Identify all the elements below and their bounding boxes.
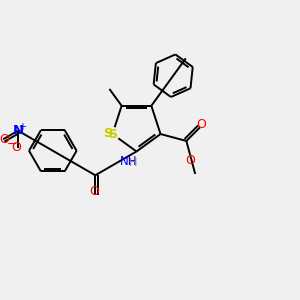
Text: N: N (13, 124, 24, 137)
Text: S: S (108, 128, 117, 140)
Text: O: O (12, 141, 22, 154)
Text: O: O (0, 133, 10, 146)
Text: O: O (196, 118, 206, 131)
Text: NH: NH (120, 155, 138, 168)
Text: O: O (186, 154, 196, 167)
Text: O: O (89, 185, 99, 198)
Text: −: − (6, 138, 17, 151)
Text: H: H (128, 158, 137, 168)
Text: S: S (103, 127, 112, 140)
Text: +: + (19, 122, 26, 132)
Circle shape (106, 128, 119, 141)
